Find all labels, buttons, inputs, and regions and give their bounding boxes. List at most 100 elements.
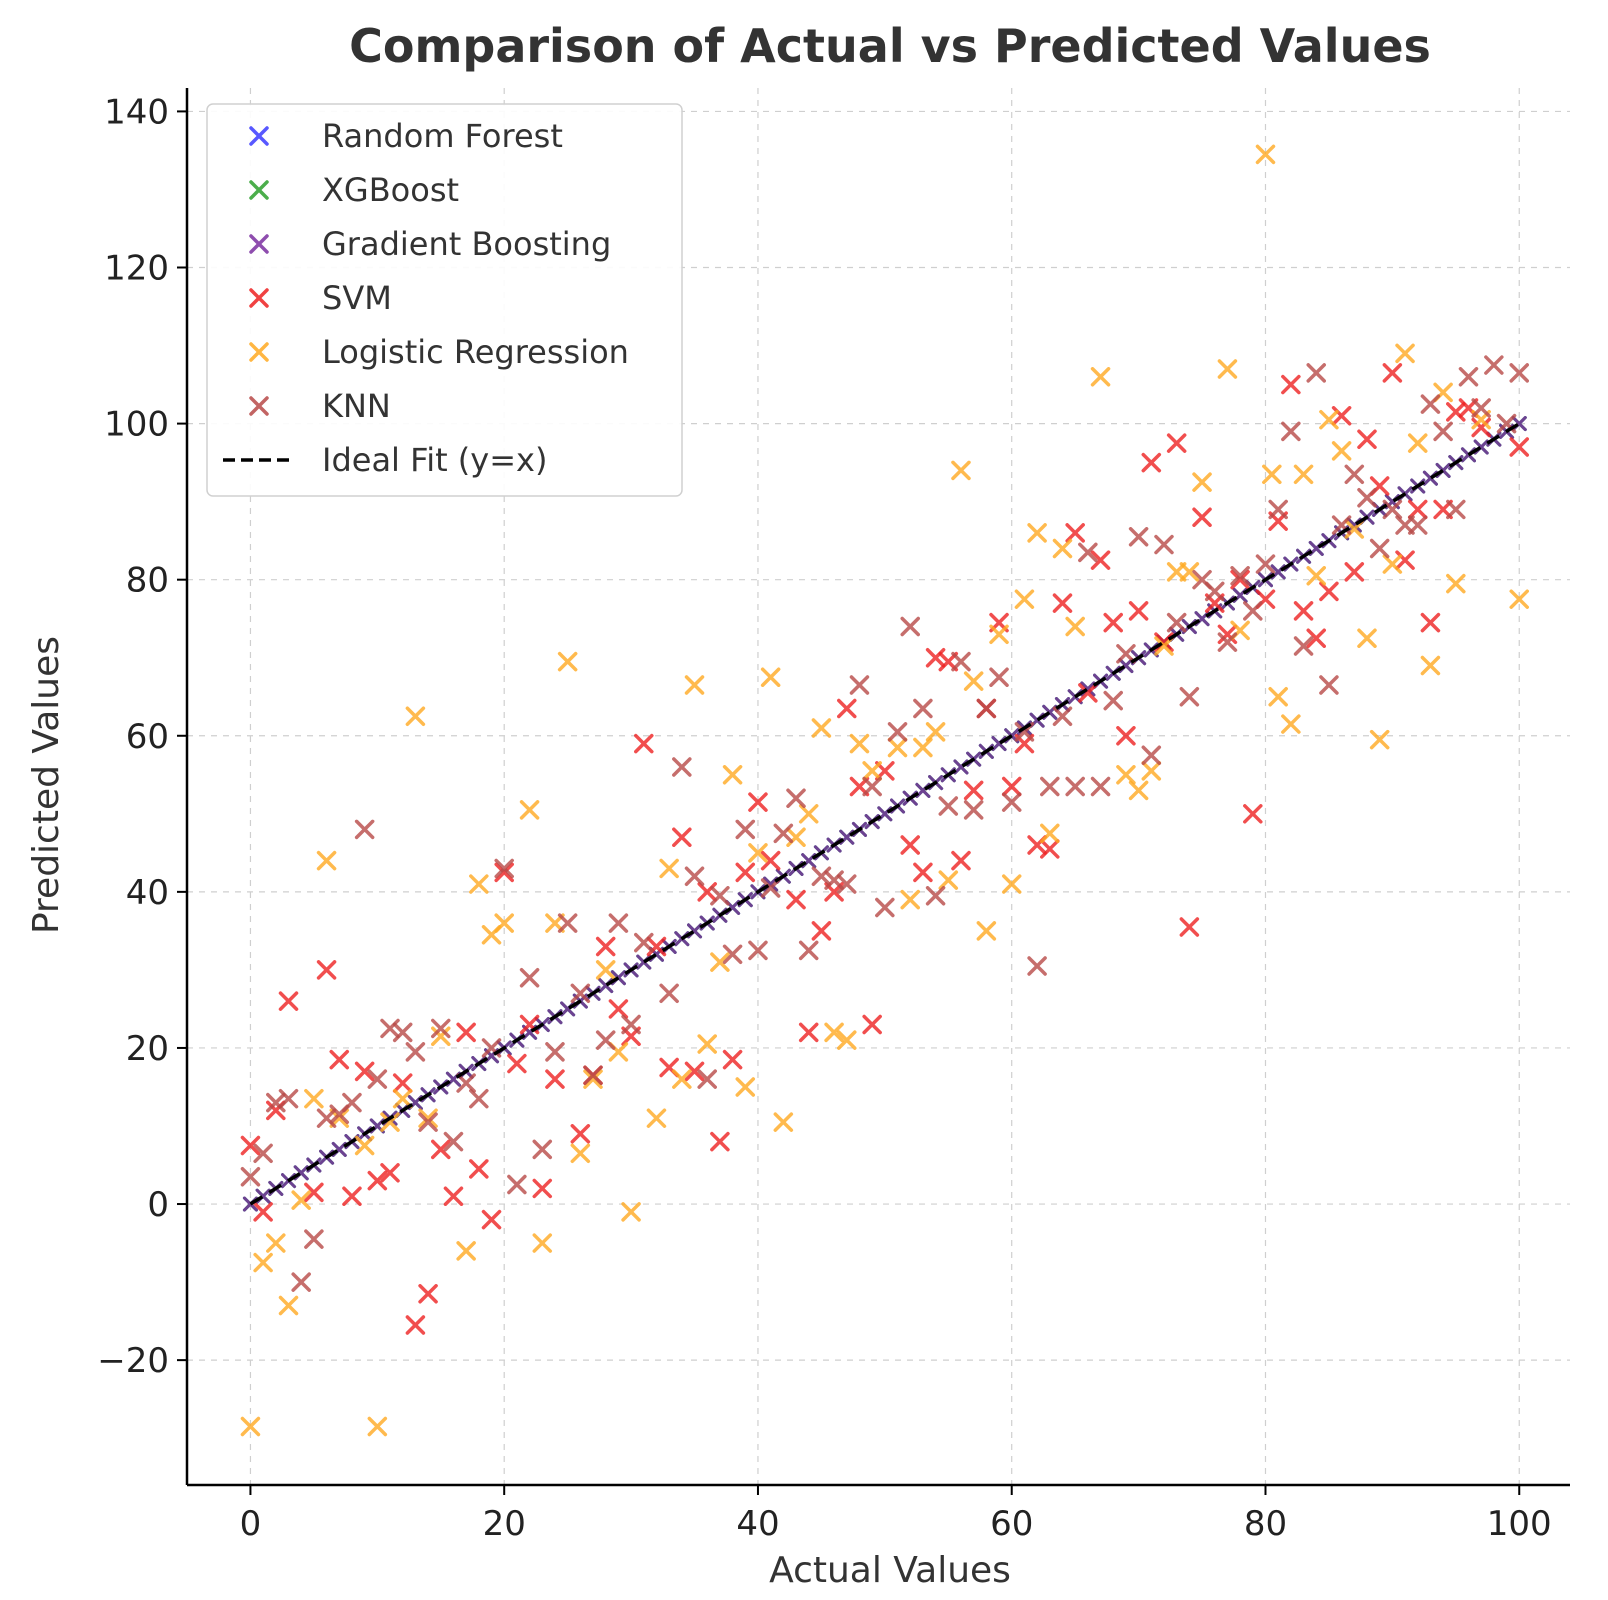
data-point bbox=[545, 1069, 565, 1089]
data-point bbox=[570, 983, 591, 1004]
data-point bbox=[1281, 714, 1301, 734]
data-point bbox=[760, 850, 781, 871]
diagonal-series bbox=[242, 416, 1527, 1212]
data-point bbox=[1052, 538, 1073, 559]
data-point bbox=[887, 737, 908, 758]
data-point bbox=[1001, 776, 1022, 797]
data-point bbox=[304, 1229, 324, 1249]
data-point bbox=[1128, 780, 1149, 801]
data-point bbox=[469, 874, 489, 894]
data-point bbox=[253, 1143, 273, 1164]
y-tick-label: 80 bbox=[126, 561, 169, 601]
data-point bbox=[1293, 636, 1314, 656]
data-point bbox=[1230, 569, 1250, 590]
data-point bbox=[1128, 601, 1149, 621]
series-svm bbox=[240, 363, 1529, 1335]
legend-marker-icon bbox=[249, 126, 269, 146]
data-point bbox=[557, 913, 578, 933]
data-point bbox=[595, 960, 616, 980]
data-point bbox=[773, 1112, 794, 1132]
y-tick-label: 60 bbox=[126, 717, 169, 757]
data-point bbox=[1407, 433, 1428, 453]
data-point bbox=[1255, 554, 1276, 574]
data-point bbox=[278, 1295, 299, 1316]
data-point bbox=[1103, 612, 1123, 633]
data-point bbox=[240, 1416, 261, 1437]
data-point bbox=[697, 1034, 717, 1054]
data-point bbox=[684, 1061, 705, 1082]
data-point bbox=[1484, 355, 1504, 375]
data-point bbox=[1281, 421, 1301, 442]
data-point bbox=[1509, 589, 1529, 609]
data-point bbox=[786, 889, 806, 910]
legend-item: Gradient Boosting bbox=[249, 225, 611, 263]
data-point bbox=[545, 1042, 565, 1062]
data-point bbox=[1179, 917, 1200, 937]
data-point bbox=[735, 1077, 756, 1097]
data-point bbox=[1382, 499, 1403, 520]
data-point bbox=[456, 1022, 476, 1043]
legend-label: Random Forest bbox=[322, 117, 563, 155]
data-point bbox=[595, 936, 616, 957]
data-point bbox=[1040, 823, 1060, 844]
data-point bbox=[976, 698, 997, 719]
legend-item: XGBoost bbox=[249, 171, 459, 209]
data-point bbox=[1255, 144, 1276, 165]
data-point bbox=[824, 870, 844, 890]
data-point bbox=[1128, 527, 1149, 547]
data-point bbox=[722, 1049, 743, 1070]
data-point bbox=[367, 1416, 388, 1437]
data-point bbox=[240, 1166, 261, 1187]
data-point bbox=[989, 624, 1009, 645]
data-point bbox=[1458, 367, 1479, 387]
data-point bbox=[1420, 394, 1441, 414]
data-point bbox=[253, 1252, 273, 1273]
data-point bbox=[431, 1026, 451, 1046]
data-point bbox=[672, 827, 692, 847]
data-point bbox=[672, 1069, 692, 1089]
data-point bbox=[1382, 363, 1403, 383]
data-point bbox=[1357, 429, 1377, 449]
data-point bbox=[469, 1159, 489, 1179]
data-point bbox=[570, 1143, 591, 1164]
x-tick-label: 80 bbox=[1244, 1504, 1287, 1544]
data-point bbox=[1243, 804, 1263, 824]
data-point bbox=[392, 1088, 413, 1109]
data-point bbox=[418, 1112, 438, 1132]
data-point bbox=[456, 1073, 476, 1093]
data-point bbox=[405, 1042, 426, 1062]
data-point bbox=[963, 780, 984, 801]
data-point bbox=[951, 460, 971, 481]
data-point bbox=[354, 1061, 375, 1082]
data-point bbox=[405, 1315, 426, 1335]
x-tick-label: 0 bbox=[240, 1504, 262, 1544]
data-point bbox=[900, 835, 920, 855]
data-point bbox=[494, 862, 514, 883]
data-point bbox=[798, 1022, 819, 1043]
data-point bbox=[1433, 421, 1453, 442]
y-axis-label: Predicted Values bbox=[26, 636, 67, 934]
data-point bbox=[1306, 566, 1326, 586]
legend-item: Random Forest bbox=[249, 117, 563, 155]
data-point bbox=[1446, 573, 1466, 594]
data-point bbox=[1319, 581, 1339, 602]
data-point bbox=[481, 1209, 502, 1230]
data-point bbox=[710, 1131, 730, 1152]
series-knn bbox=[240, 355, 1529, 1292]
data-point bbox=[798, 940, 819, 961]
data-point bbox=[1420, 612, 1441, 633]
data-point bbox=[1078, 683, 1098, 703]
data-point bbox=[354, 1135, 375, 1156]
data-point bbox=[380, 1112, 400, 1132]
x-axis-label: Actual Values bbox=[769, 1550, 1011, 1591]
legend-item: KNN bbox=[249, 387, 391, 425]
data-point bbox=[1331, 406, 1352, 426]
series-logistic-regression bbox=[240, 144, 1529, 1437]
data-point bbox=[583, 1065, 603, 1086]
data-point bbox=[1344, 464, 1365, 485]
data-point bbox=[875, 897, 895, 918]
data-point bbox=[507, 1174, 527, 1195]
data-point bbox=[786, 827, 806, 847]
data-point bbox=[900, 616, 920, 637]
data-point bbox=[1065, 523, 1085, 543]
